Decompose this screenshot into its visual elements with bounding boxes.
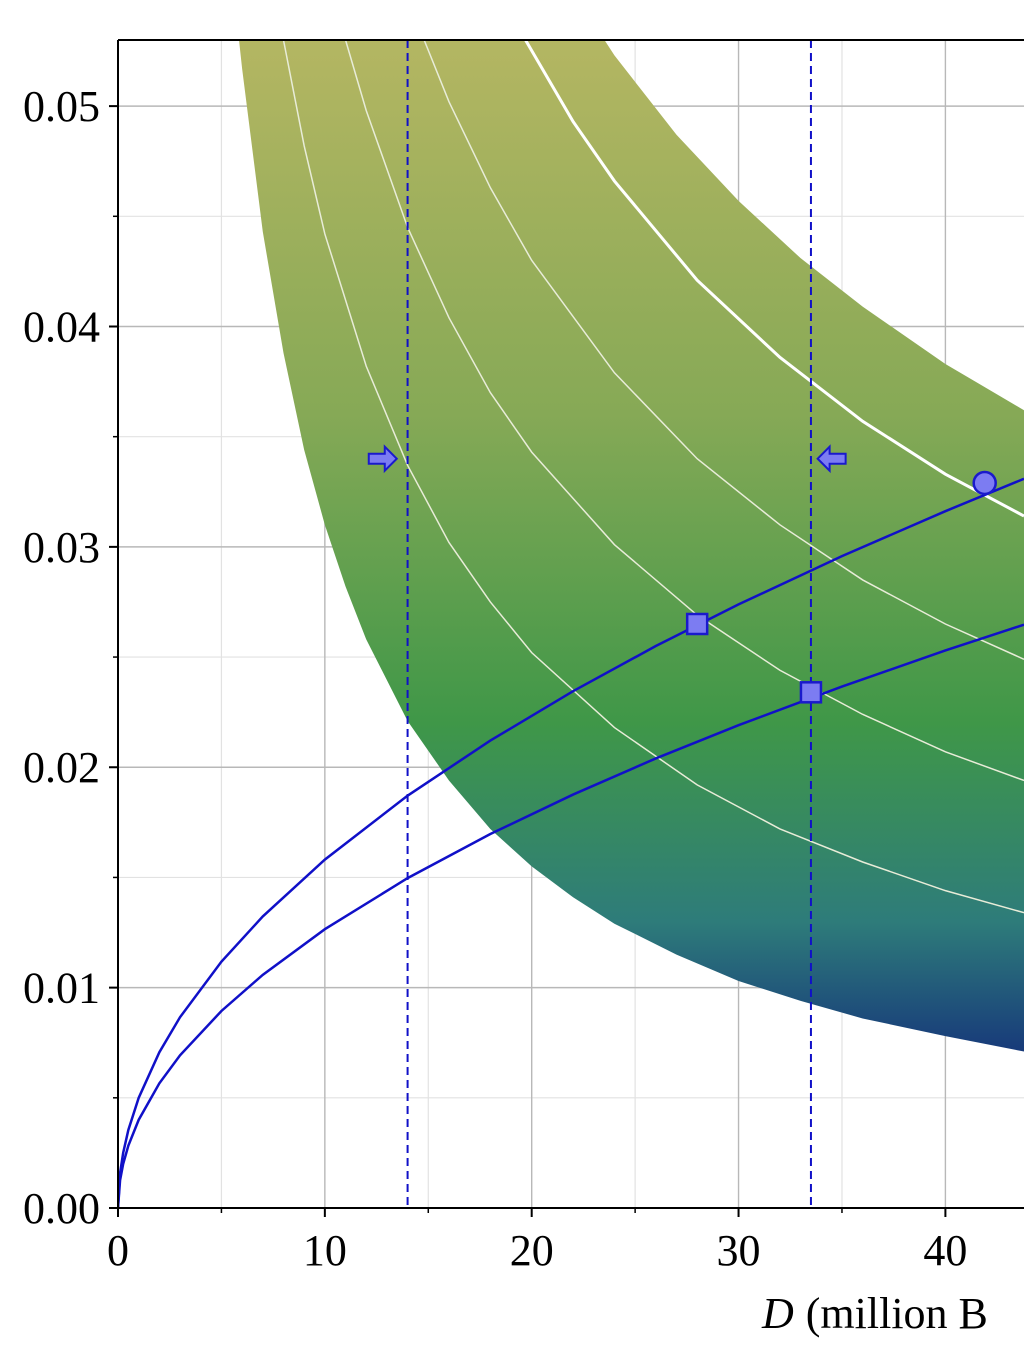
y-tick-label: 0.01	[23, 964, 100, 1013]
marker	[972, 470, 997, 496]
y-tick-label: 0.03	[23, 523, 100, 572]
marker	[685, 612, 709, 636]
x-tick-label: 20	[510, 1226, 554, 1275]
y-tick-label: 0.05	[23, 82, 100, 131]
x-tick-label: 30	[717, 1226, 761, 1275]
x-tick-label: 40	[923, 1226, 967, 1275]
band-area	[239, 40, 1024, 1052]
y-tick-label: 0.04	[23, 302, 100, 351]
contour-line	[423, 40, 1024, 660]
contour-line	[524, 40, 1024, 518]
contour-line	[344, 40, 1024, 782]
marker	[799, 681, 823, 704]
curve	[118, 623, 1024, 1208]
curve	[118, 477, 1024, 1208]
contour-line	[282, 40, 1024, 914]
x-tick-label: 0	[107, 1226, 129, 1275]
arrow	[816, 444, 847, 474]
x-axis-unit: (million B	[806, 1289, 988, 1338]
arrow	[367, 444, 399, 474]
x-tick-label: 10	[303, 1226, 347, 1275]
x-axis-variable: D	[761, 1289, 794, 1338]
x-axis-label: D (million B	[761, 1289, 988, 1338]
plot-area	[118, 40, 1024, 1208]
y-tick-label: 0.00	[23, 1184, 100, 1233]
y-tick-label: 0.02	[23, 743, 100, 792]
